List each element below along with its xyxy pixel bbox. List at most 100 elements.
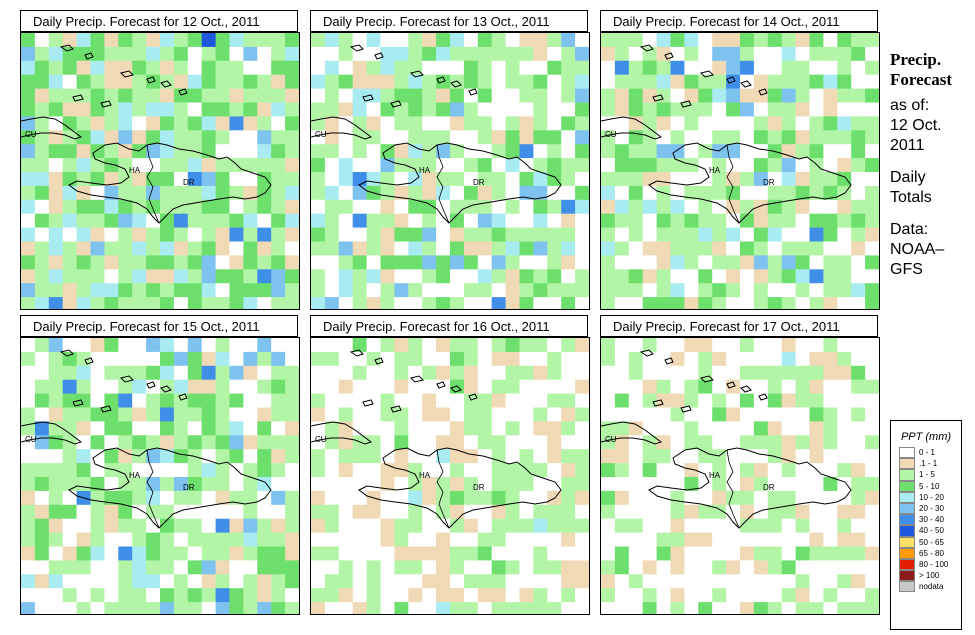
precip-cell [809, 477, 824, 492]
precip-cell [271, 116, 286, 131]
precip-cell [463, 144, 479, 159]
precip-cell [809, 379, 824, 394]
precip-cell [422, 102, 437, 117]
precip-cell [753, 365, 769, 381]
precip-cell [684, 102, 699, 117]
precip-cell [394, 130, 409, 145]
precip-cell [408, 351, 423, 367]
precip-cell [160, 518, 175, 533]
precip-cell [823, 421, 838, 436]
panel-title: Daily Precip. Forecast for 13 Oct., 2011 [310, 10, 588, 32]
precip-cell [851, 283, 866, 298]
precip-cell [684, 588, 699, 603]
precip-cell [533, 116, 548, 131]
precip-cell [575, 102, 589, 117]
precip-cell [519, 435, 534, 450]
precip-cell [394, 283, 409, 298]
precip-cell [338, 144, 354, 159]
precip-cell [519, 504, 534, 520]
precip-cell [575, 144, 589, 159]
precip-cell [160, 116, 175, 131]
precip-cell [628, 199, 644, 215]
precip-cell [837, 379, 852, 394]
precip-cell [215, 33, 230, 48]
precip-cell [422, 532, 437, 547]
precip-cell [243, 379, 258, 394]
precip-cell [104, 504, 119, 520]
precip-cell [311, 463, 326, 478]
precip-cell [547, 33, 562, 48]
precip-cell [48, 130, 64, 145]
precip-cell [34, 297, 50, 309]
precip-cell [477, 421, 493, 436]
precip-cell [311, 172, 326, 187]
precip-cell [477, 338, 493, 353]
precip-cell [132, 421, 147, 436]
precip-cell [257, 172, 272, 187]
precip-cell [48, 227, 64, 242]
precip-cell [187, 435, 203, 450]
precip-cell [477, 490, 493, 506]
precip-cell [173, 158, 189, 173]
precip-cell [463, 504, 479, 520]
precip-cell [712, 365, 727, 381]
precip-cell [229, 338, 244, 353]
precip-cell [257, 283, 272, 298]
precip-cell [160, 532, 175, 547]
precip-cell [698, 297, 713, 309]
legend-label: 65 - 80 [919, 548, 944, 558]
precip-cell [380, 199, 395, 215]
precip-cell [90, 269, 105, 284]
precip-cell [865, 283, 879, 298]
precip-cell [271, 241, 286, 256]
precip-cell [601, 144, 616, 159]
precip-cell [160, 546, 175, 561]
precip-cell [601, 365, 616, 381]
precip-cell [48, 365, 64, 381]
precip-cell [823, 365, 838, 381]
precip-cell [851, 546, 866, 561]
precip-cell [767, 255, 783, 270]
precip-cell [823, 435, 838, 450]
precip-cell [670, 393, 685, 408]
precip-cell [215, 158, 230, 173]
precip-cell [146, 351, 161, 367]
precip-cell [450, 477, 465, 492]
precip-cell [684, 283, 699, 298]
precip-cell [561, 213, 576, 228]
precip-cell [380, 546, 395, 561]
precip-cell [324, 74, 340, 89]
precip-cell [62, 213, 77, 228]
precip-map: CU HA DR [310, 337, 590, 615]
precip-cell [809, 560, 824, 575]
precip-cell [422, 588, 437, 603]
precip-cell [338, 379, 354, 394]
precip-cell [491, 199, 506, 215]
precip-cell [726, 60, 741, 76]
precip-cell [740, 546, 755, 561]
dr-label: DR [183, 178, 195, 187]
precip-cell [48, 351, 64, 367]
precip-cell [408, 102, 423, 117]
precip-cell [463, 407, 479, 422]
precip-cell [712, 130, 727, 145]
legend-swatch [899, 491, 915, 503]
precip-map: CU HA DR [600, 32, 880, 310]
precip-cell [463, 213, 479, 228]
precip-cell [436, 365, 451, 381]
precip-cell [575, 172, 589, 187]
precip-cell [380, 172, 395, 187]
precip-cell [104, 449, 119, 464]
legend-label: 1 - 5 [919, 470, 936, 480]
precip-cell [408, 518, 423, 533]
precip-cell [324, 283, 340, 298]
precip-cell [533, 338, 548, 353]
precip-cell [215, 172, 230, 187]
precip-cell [34, 60, 50, 76]
precip-cell [575, 338, 589, 353]
precip-cell [491, 46, 506, 62]
precip-cell [463, 490, 479, 506]
precip-cell [823, 33, 838, 48]
precip-cell [201, 88, 216, 103]
precip-cell [422, 393, 437, 408]
